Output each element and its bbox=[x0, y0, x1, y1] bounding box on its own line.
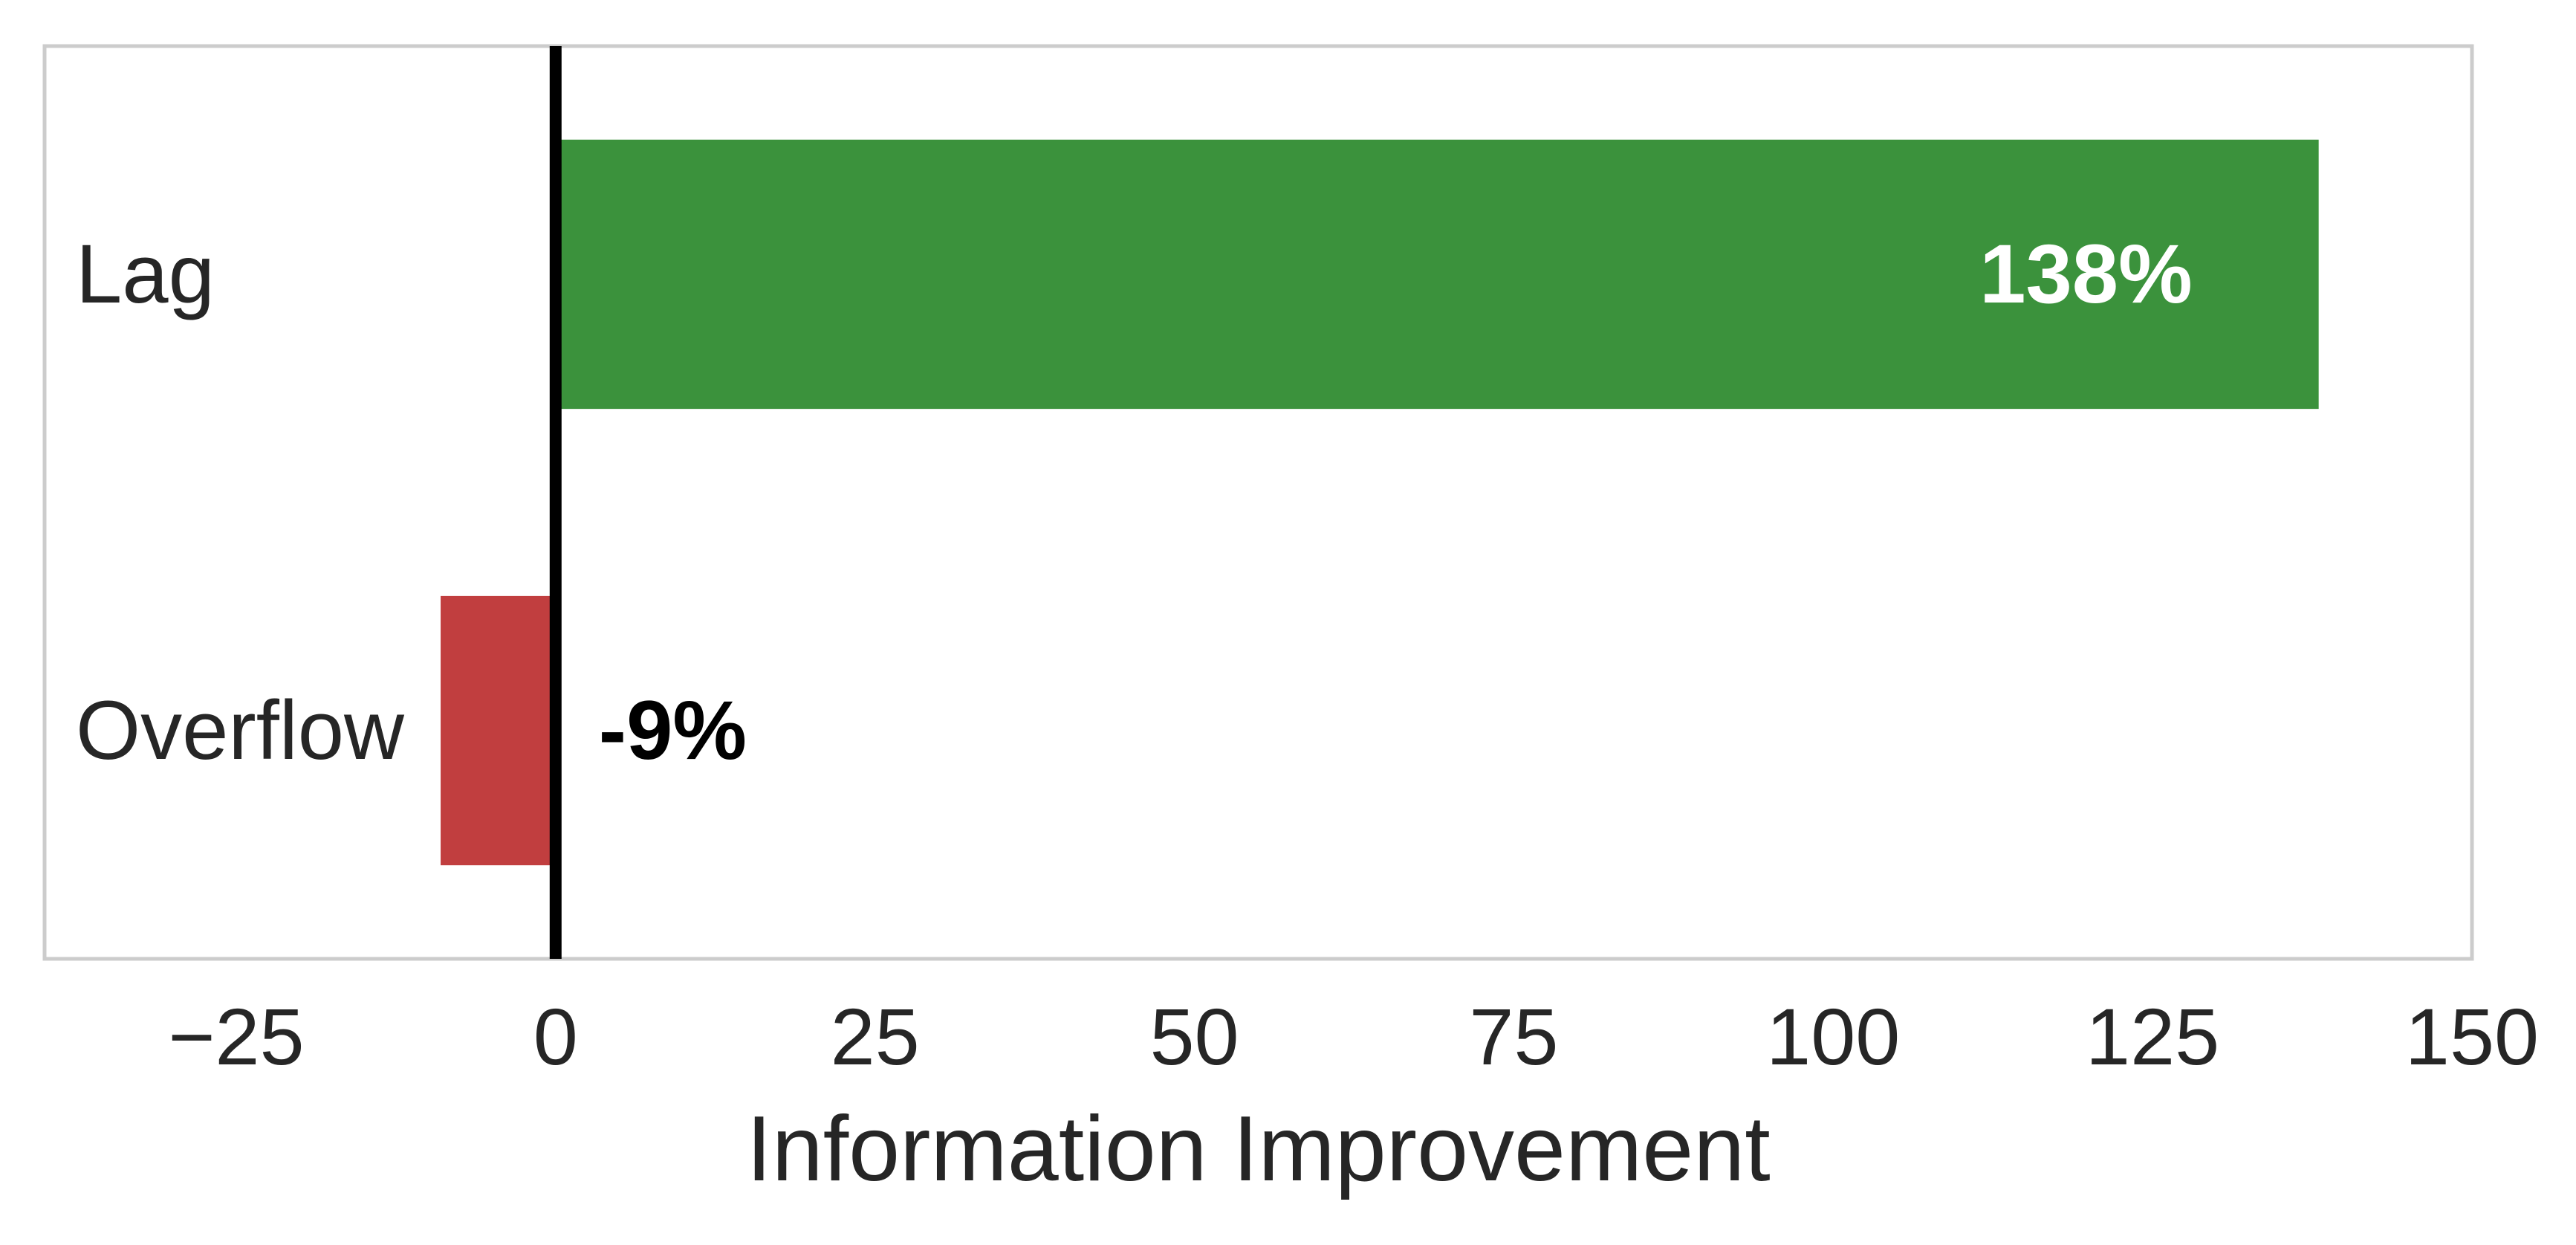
x-tick-label: 75 bbox=[1469, 992, 1558, 1081]
plot-frame bbox=[42, 44, 2474, 961]
x-tick-labels: −25 0 25 50 75 100 125 150 bbox=[168, 992, 2539, 1081]
x-tick-label: 150 bbox=[2405, 992, 2539, 1081]
bar-overflow bbox=[441, 595, 556, 866]
x-tick-label: 25 bbox=[831, 992, 920, 1081]
data-label-overflow: -9% bbox=[599, 684, 747, 777]
x-tick-label: 50 bbox=[1149, 992, 1239, 1081]
category-label-lag: Lag bbox=[76, 227, 215, 320]
x-axis-label: Information Improvement bbox=[746, 1098, 1770, 1200]
x-tick-label: −25 bbox=[168, 992, 304, 1081]
bars-layer bbox=[441, 139, 2319, 866]
value-labels: 138% -9% bbox=[599, 227, 2193, 777]
data-label-lag: 138% bbox=[1979, 227, 2192, 320]
bar-lag bbox=[555, 139, 2319, 410]
x-tick-label: 0 bbox=[533, 992, 578, 1081]
x-tick-label: 100 bbox=[1766, 992, 1900, 1081]
category-label-overflow: Overflow bbox=[76, 684, 405, 777]
category-labels: Lag Overflow bbox=[76, 227, 405, 777]
x-tick-label: 125 bbox=[2086, 992, 2219, 1081]
